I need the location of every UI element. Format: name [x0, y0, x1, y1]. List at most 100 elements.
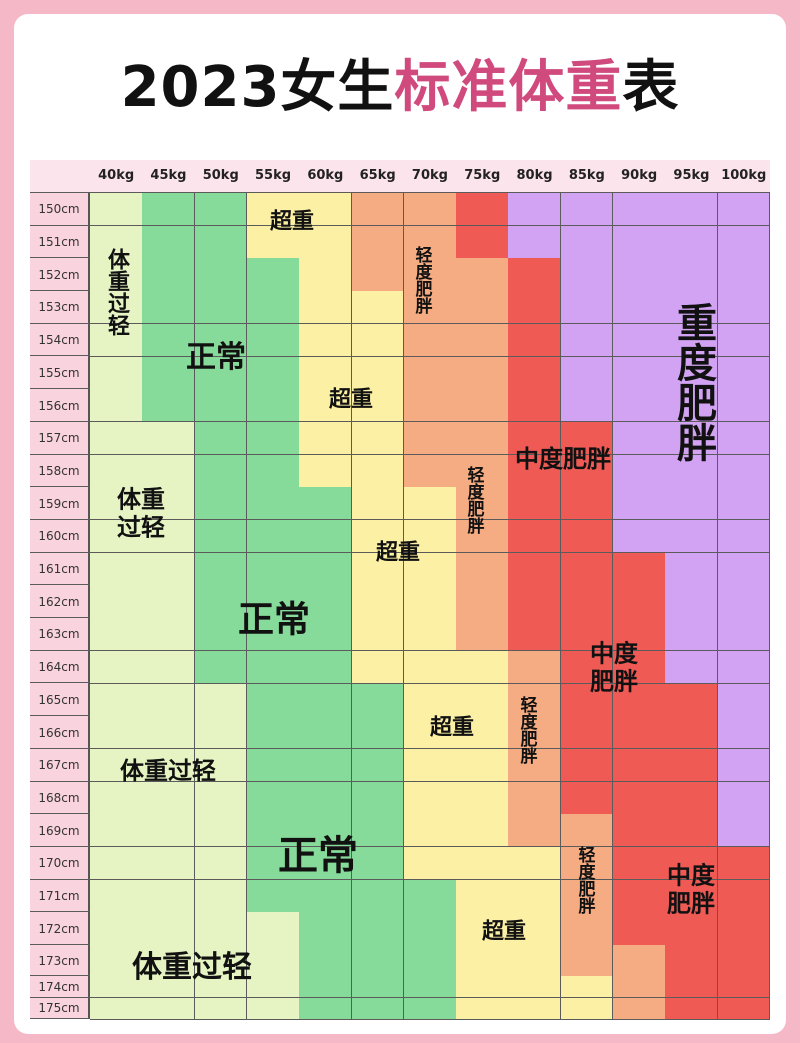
heatmap-cell	[717, 912, 771, 946]
heatmap-cell	[90, 847, 143, 881]
heatmap-cell	[90, 323, 143, 357]
category-label: 超重	[328, 387, 374, 413]
row-label-divider	[30, 998, 90, 1020]
row-label-divider	[30, 618, 90, 651]
heatmap-cell	[351, 781, 405, 815]
heatmap-cell	[90, 997, 143, 1020]
heatmap-cell	[560, 585, 614, 619]
y-tick-label: 150cm	[38, 202, 80, 217]
heatmap-cell	[194, 454, 248, 488]
heatmap-cell	[246, 781, 300, 815]
heatmap-cell	[613, 323, 666, 357]
heatmap-cell	[560, 389, 614, 423]
heatmap-cell	[142, 487, 196, 521]
heatmap-cell	[351, 912, 405, 946]
heatmap-cell	[403, 997, 457, 1020]
x-tick-label: 60kg	[307, 168, 344, 183]
heatmap-cell	[351, 976, 405, 999]
heatmap-cell	[560, 323, 614, 357]
y-tick-label: 158cm	[38, 463, 80, 478]
heatmap-cell	[665, 716, 719, 750]
heatmap-cell	[456, 520, 509, 554]
heatmap-cell	[246, 976, 300, 999]
heatmap-cell	[508, 716, 562, 750]
heatmap-cell	[90, 912, 143, 946]
heatmap-cell	[560, 879, 614, 913]
heatmap-cell	[665, 814, 719, 848]
heatmap-cell	[508, 748, 562, 783]
heatmap-cell	[717, 814, 771, 848]
heatmap-cell	[246, 716, 300, 750]
heatmap-cell	[90, 781, 143, 815]
heatmap-cell	[508, 945, 562, 977]
heatmap-cell	[351, 258, 405, 292]
heatmap-cell	[142, 258, 196, 292]
heatmap-cell	[246, 323, 300, 357]
y-tick-label: 171cm	[38, 889, 80, 904]
heatmap-cell	[90, 683, 143, 717]
row-label-divider	[30, 749, 90, 782]
heatmap-cell	[403, 552, 457, 586]
heatmap-cell	[403, 421, 457, 456]
heatmap-cell	[456, 997, 509, 1020]
x-tick-label: 80kg	[516, 168, 553, 183]
heatmap-cell	[508, 225, 562, 259]
heatmap-cell	[299, 389, 352, 423]
heatmap-cell	[142, 814, 196, 848]
heatmap-cell	[613, 781, 666, 815]
heatmap-cell	[351, 618, 405, 652]
heatmap-cell	[351, 945, 405, 977]
heatmap-cell	[717, 997, 771, 1020]
row-label-divider	[30, 455, 90, 488]
category-label: 中度肥胖	[515, 445, 611, 474]
heatmap-cell	[456, 781, 509, 815]
heatmap-cell	[613, 748, 666, 783]
heatmap-cell	[142, 520, 196, 554]
heatmap-cell	[142, 585, 196, 619]
heatmap-cell	[665, 683, 719, 717]
heatmap-cell	[456, 683, 509, 717]
heatmap-cell	[194, 487, 248, 521]
y-tick-label: 169cm	[38, 823, 80, 838]
heatmap-cell	[508, 487, 562, 521]
x-tick-label: 100kg	[721, 168, 767, 183]
row-label-divider	[30, 553, 90, 586]
heatmap-cell	[351, 814, 405, 848]
heatmap-cell	[403, 454, 457, 488]
heatmap-cell	[613, 193, 666, 227]
heatmap-cell	[665, 650, 719, 684]
heatmap-cell	[299, 585, 352, 619]
title-part-1: 2023女生	[120, 55, 395, 120]
heatmap-cell	[717, 847, 771, 881]
heatmap-cell	[246, 389, 300, 423]
heatmap-cell	[456, 225, 509, 259]
category-label: 轻度肥胖	[463, 466, 484, 534]
x-tick-label: 45kg	[150, 168, 187, 183]
heatmap-cell	[142, 748, 196, 783]
heatmap-cell	[508, 585, 562, 619]
heatmap-cell	[508, 356, 562, 390]
heatmap-cell	[508, 997, 562, 1020]
heatmap-cell	[90, 520, 143, 554]
heatmap-cell	[717, 683, 771, 717]
heatmap-cell	[194, 912, 248, 946]
heatmap-cell	[560, 421, 614, 456]
heatmap-cell	[613, 258, 666, 292]
heatmap-cell	[194, 650, 248, 684]
heatmap-cell	[560, 781, 614, 815]
category-label: 正常	[278, 833, 358, 879]
heatmap-cell	[246, 356, 300, 390]
heatmap-cell	[508, 258, 562, 292]
heatmap-cell	[194, 520, 248, 554]
heatmap-cell	[560, 847, 614, 881]
heatmap-cell	[560, 520, 614, 554]
heatmap-cell	[456, 585, 509, 619]
heatmap-cell	[717, 323, 771, 357]
heatmap-cell	[403, 879, 457, 913]
heatmap-cell	[351, 454, 405, 488]
heatmap-cell	[299, 323, 352, 357]
row-label-divider	[30, 258, 90, 292]
heatmap-cell	[351, 683, 405, 717]
heatmap-cell	[90, 716, 143, 750]
heatmap-cell	[403, 683, 457, 717]
